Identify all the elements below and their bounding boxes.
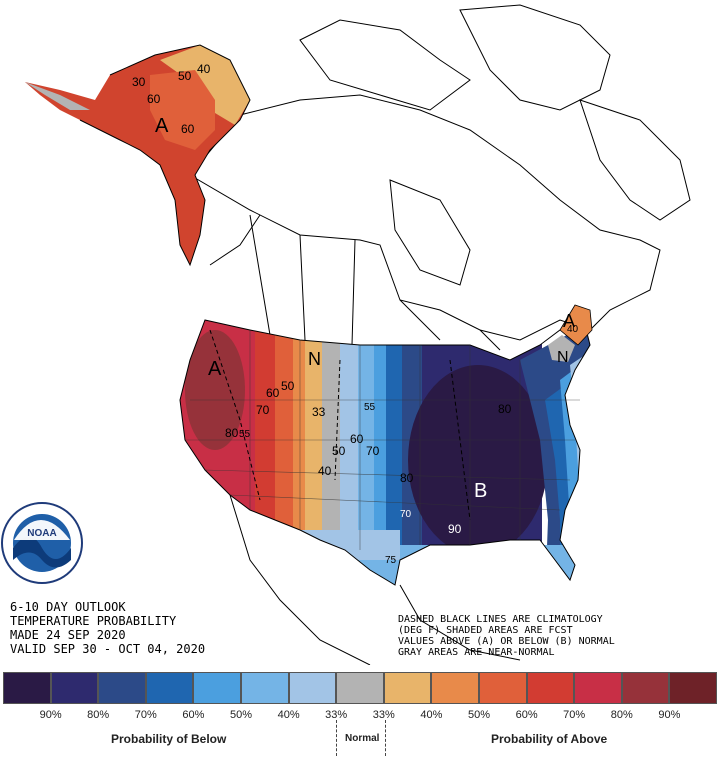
legend-swatch: [241, 672, 289, 704]
outlook-line-2: TEMPERATURE PROBABILITY: [10, 614, 177, 628]
contour-33: 33: [312, 405, 326, 419]
legend-swatch: [145, 672, 194, 704]
contour-60: 60: [147, 92, 161, 106]
contour-30: 30: [132, 75, 146, 89]
legend-swatch: [431, 672, 479, 704]
contour-40: 40: [197, 62, 211, 76]
noaa-logo: NOAA: [1, 502, 83, 584]
label-alaska-a: A: [155, 115, 169, 137]
contour-90: 90: [448, 522, 462, 536]
label-b: B: [474, 480, 487, 502]
contour-40c: 40: [567, 324, 579, 335]
legend-normal-label: Normal: [345, 733, 380, 744]
legend-swatch: [336, 672, 384, 704]
legend-normal-divider-left: [336, 720, 337, 756]
contour-55: 55: [239, 429, 251, 440]
legend-swatch: [669, 672, 717, 704]
contour-80b: 80: [400, 471, 414, 485]
contour-80c: 80: [498, 402, 512, 416]
contour-70c: 70: [400, 509, 412, 520]
legend-swatch: [288, 672, 337, 704]
legend-percent-label: 40%: [277, 709, 300, 721]
legend-swatch: [98, 672, 146, 704]
contour-70: 70: [256, 403, 270, 417]
notes-line-4: GRAY AREAS ARE NEAR-NORMAL: [398, 647, 555, 658]
conus-region: [179, 304, 593, 665]
legend-percent-label: 90%: [39, 709, 62, 721]
legend-percent-label: 33%: [325, 709, 348, 721]
contour-70b: 70: [366, 444, 380, 458]
legend-above-label: Probability of Above: [491, 732, 608, 746]
legend-percent-label: 50%: [229, 709, 253, 721]
legend-swatch: [479, 672, 527, 704]
probability-legend: 90% 80% 70% 60% 50% 40% 33% 33% 40% 50% 60% 70% 80% 9…: [0, 670, 719, 760]
outlook-line-3: MADE 24 SEP 2020: [10, 628, 126, 642]
notes-line-1: DASHED BLACK LINES ARE CLIMATOLOGY: [398, 614, 603, 625]
outlook-line-1: 6-10 DAY OUTLOOK: [10, 600, 126, 614]
legend-percent-label: 60%: [515, 709, 538, 721]
alaska-region: [25, 44, 251, 267]
outlook-map: A A A B N N 30 50 40 60 60 50 60 70 80 5…: [1, 4, 691, 665]
legend-below-label: Probability of Below: [111, 732, 227, 746]
legend-swatch: [526, 672, 575, 704]
legend-swatch: [50, 672, 99, 704]
legend-percent-label: 60%: [182, 709, 205, 721]
legend-percent-label: 90%: [658, 709, 681, 721]
contour-55b: 55: [364, 402, 376, 413]
legend-percent-label: 70%: [563, 709, 586, 721]
notes-line-2: (DEG F) SHADED AREAS ARE FCST: [398, 625, 573, 636]
legend-swatch: [383, 672, 432, 704]
legend-percent-label: 50%: [467, 709, 491, 721]
legend-swatch: [193, 672, 241, 704]
contour-50b: 50: [281, 379, 295, 393]
label-n-plains: N: [308, 349, 321, 369]
canada-outline: [189, 4, 691, 351]
noaa-logo-text: NOAA: [27, 528, 56, 539]
legend-swatch: [621, 672, 670, 704]
contour-40b: 40: [318, 464, 332, 478]
label-west-a: A: [208, 358, 222, 380]
outlook-line-4: VALID SEP 30 - OCT 04, 2020: [10, 642, 205, 656]
contour-60d: 60: [350, 432, 364, 446]
legend-normal-divider-right: [385, 720, 386, 756]
label-maine-a: A: [563, 311, 575, 331]
legend-percent-label: 70%: [134, 709, 157, 721]
contour-50c: 50: [332, 444, 346, 458]
label-n-east: N: [557, 349, 569, 366]
contour-60b: 60: [181, 122, 195, 136]
legend-percent-label: 80%: [87, 709, 110, 721]
legend-swatch: [3, 672, 51, 704]
legend-percent-label: 80%: [610, 709, 633, 721]
contour-75: 75: [385, 555, 397, 566]
contour-60c: 60: [266, 386, 280, 400]
contour-50: 50: [178, 69, 192, 83]
legend-percent-label: 40%: [420, 709, 443, 721]
legend-swatch: [574, 672, 622, 704]
legend-percent-label: 33%: [372, 709, 395, 721]
notes-line-3: VALUES ABOVE (A) OR BELOW (B) NORMAL: [398, 636, 615, 647]
contour-80: 80: [225, 426, 239, 440]
